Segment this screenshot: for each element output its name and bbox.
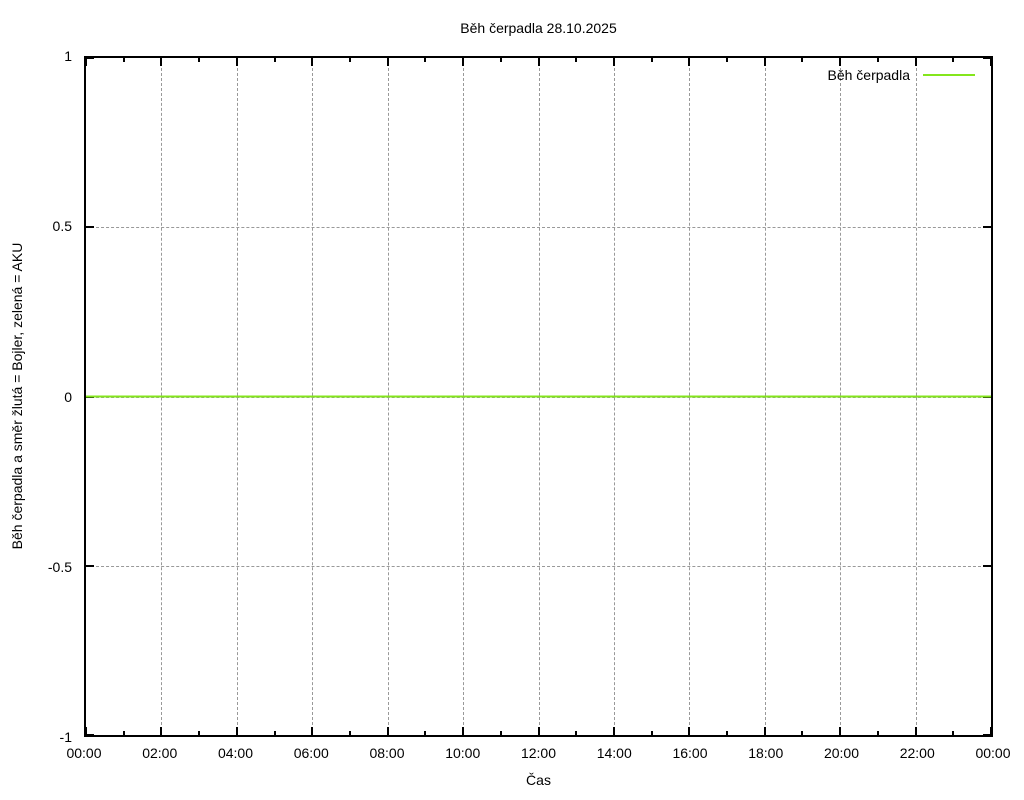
x-tick-label: 18:00 bbox=[748, 745, 784, 761]
x-tick-label: 04:00 bbox=[217, 745, 254, 761]
chart-title: Běh čerpadla 28.10.2025 bbox=[460, 20, 617, 36]
y-tick-label: -0.5 bbox=[47, 558, 72, 575]
x-major-tick bbox=[311, 58, 314, 66]
y-major-tick bbox=[86, 57, 94, 59]
x-major-tick bbox=[839, 58, 842, 66]
plot-area: Běh čerpadla bbox=[84, 56, 993, 737]
x-major-tick bbox=[688, 727, 691, 735]
x-minor-tick bbox=[122, 731, 125, 735]
x-tick-label: 20:00 bbox=[823, 745, 860, 761]
y-major-tick bbox=[86, 734, 94, 736]
x-tick-label: 14:00 bbox=[596, 745, 632, 761]
x-major-tick bbox=[462, 727, 465, 735]
x-tick-label: 08:00 bbox=[369, 745, 405, 761]
x-minor-tick bbox=[348, 58, 351, 62]
x-minor-tick bbox=[801, 731, 804, 735]
x-major-tick bbox=[160, 727, 163, 735]
x-minor-tick bbox=[499, 58, 502, 62]
x-major-tick bbox=[85, 727, 87, 735]
x-minor-tick bbox=[122, 58, 125, 62]
x-major-tick bbox=[235, 58, 238, 66]
x-minor-tick bbox=[198, 731, 201, 735]
x-minor-tick bbox=[424, 58, 427, 62]
legend-line-sample bbox=[923, 74, 975, 76]
legend-entry: Běh čerpadla bbox=[827, 67, 975, 83]
x-tick-label: 02:00 bbox=[142, 745, 178, 761]
y-tick-label: 1 bbox=[64, 48, 72, 64]
x-major-tick bbox=[763, 727, 766, 735]
y-major-tick bbox=[983, 57, 991, 59]
x-major-tick bbox=[914, 727, 917, 735]
y-major-tick bbox=[983, 226, 991, 229]
x-tick-label: 00:00 bbox=[66, 745, 102, 761]
x-major-tick bbox=[462, 58, 465, 66]
x-major-tick bbox=[160, 58, 163, 66]
y-tick-label: 0.5 bbox=[52, 218, 72, 235]
series-layer bbox=[86, 58, 991, 735]
x-major-tick bbox=[990, 727, 992, 735]
x-major-tick bbox=[914, 58, 917, 66]
x-minor-tick bbox=[499, 731, 502, 735]
x-minor-tick bbox=[198, 58, 201, 62]
x-minor-tick bbox=[726, 58, 729, 62]
x-minor-tick bbox=[952, 58, 955, 62]
x-tick-label: 10:00 bbox=[445, 745, 481, 761]
x-major-tick bbox=[386, 727, 389, 735]
x-axis-label: Čas bbox=[526, 772, 551, 788]
x-tick-label: 22:00 bbox=[899, 745, 935, 761]
y-tick-label: -1 bbox=[59, 729, 72, 745]
x-major-tick bbox=[763, 58, 766, 66]
x-major-tick bbox=[612, 58, 615, 66]
x-major-tick bbox=[990, 58, 992, 66]
x-major-tick bbox=[235, 727, 238, 735]
x-minor-tick bbox=[726, 731, 729, 735]
x-major-tick bbox=[386, 58, 389, 66]
x-minor-tick bbox=[273, 731, 276, 735]
x-tick-label: 06:00 bbox=[293, 745, 329, 761]
x-minor-tick bbox=[952, 731, 955, 735]
x-minor-tick bbox=[273, 58, 276, 62]
x-minor-tick bbox=[575, 58, 578, 62]
y-tick-label: 0 bbox=[64, 388, 72, 405]
x-minor-tick bbox=[348, 731, 351, 735]
x-major-tick bbox=[688, 58, 691, 66]
x-minor-tick bbox=[650, 731, 653, 735]
gridline-horizontal bbox=[86, 565, 991, 567]
x-minor-tick bbox=[650, 58, 653, 62]
y-major-tick bbox=[983, 734, 991, 736]
y-major-tick bbox=[86, 564, 94, 567]
x-major-tick bbox=[839, 727, 842, 735]
x-minor-tick bbox=[424, 731, 427, 735]
legend-label: Běh čerpadla bbox=[827, 67, 910, 83]
legend: Běh čerpadla bbox=[827, 67, 975, 83]
x-tick-label: 12:00 bbox=[520, 745, 557, 761]
x-major-tick bbox=[537, 58, 540, 66]
gridline-horizontal bbox=[86, 227, 991, 229]
x-major-tick bbox=[311, 727, 314, 735]
y-major-tick bbox=[983, 564, 991, 567]
x-major-tick bbox=[85, 58, 87, 66]
x-tick-label: 00:00 bbox=[975, 745, 1011, 761]
y-major-tick bbox=[86, 226, 94, 229]
x-minor-tick bbox=[876, 58, 879, 62]
x-tick-label: 16:00 bbox=[672, 745, 708, 761]
x-minor-tick bbox=[801, 58, 804, 62]
x-minor-tick bbox=[876, 731, 879, 735]
x-major-tick bbox=[612, 727, 615, 735]
x-minor-tick bbox=[575, 731, 578, 735]
x-major-tick bbox=[537, 727, 540, 735]
